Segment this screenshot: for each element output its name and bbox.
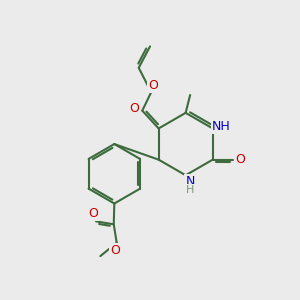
Text: O: O bbox=[235, 153, 245, 166]
Text: H: H bbox=[186, 184, 194, 194]
Text: O: O bbox=[129, 102, 139, 115]
Text: O: O bbox=[110, 244, 120, 257]
Text: O: O bbox=[88, 207, 98, 220]
Text: O: O bbox=[148, 79, 158, 92]
Text: NH: NH bbox=[212, 121, 231, 134]
Text: N: N bbox=[185, 175, 195, 188]
